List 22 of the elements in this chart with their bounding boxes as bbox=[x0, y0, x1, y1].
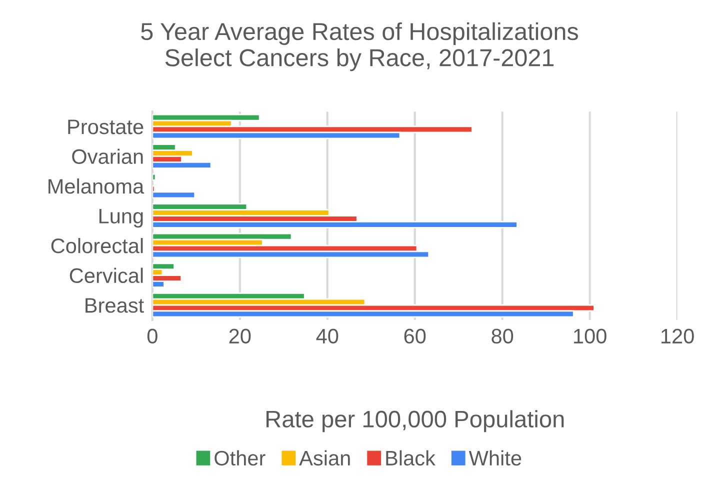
legend-label: White bbox=[468, 450, 522, 466]
x-tick-label: 80 bbox=[492, 328, 514, 344]
x-tick-label: 100 bbox=[574, 328, 606, 344]
y-tick-label: Lung bbox=[99, 208, 143, 228]
y-tick-label: Melanoma bbox=[48, 178, 144, 194]
x-axis-title: Rate per 100,000 Population bbox=[266, 410, 564, 432]
bar bbox=[152, 173, 156, 181]
x-tick-label: 20 bbox=[229, 328, 251, 344]
legend-label: Other bbox=[214, 450, 266, 466]
y-tick-label: Colorectal bbox=[51, 238, 143, 254]
x-tick-label: 60 bbox=[404, 328, 426, 344]
chart-title: 5 Year Average Rates of Hospitalizations Select Cancers by Race, 2017-2021 bbox=[141, 22, 578, 72]
x-tick-label: 0 bbox=[147, 328, 158, 344]
x-tick-label: 120 bbox=[662, 328, 694, 344]
y-tick-label: Prostate bbox=[68, 120, 144, 134]
y-tick-label: Ovarian bbox=[72, 148, 143, 164]
legend-label: Black bbox=[386, 450, 436, 466]
bar bbox=[152, 262, 175, 270]
x-tick-label: 40 bbox=[316, 328, 338, 344]
legend-label: Asian bbox=[299, 450, 350, 466]
y-tick-label: Breast bbox=[86, 298, 144, 313]
y-tick-label: Cervical bbox=[70, 268, 143, 284]
